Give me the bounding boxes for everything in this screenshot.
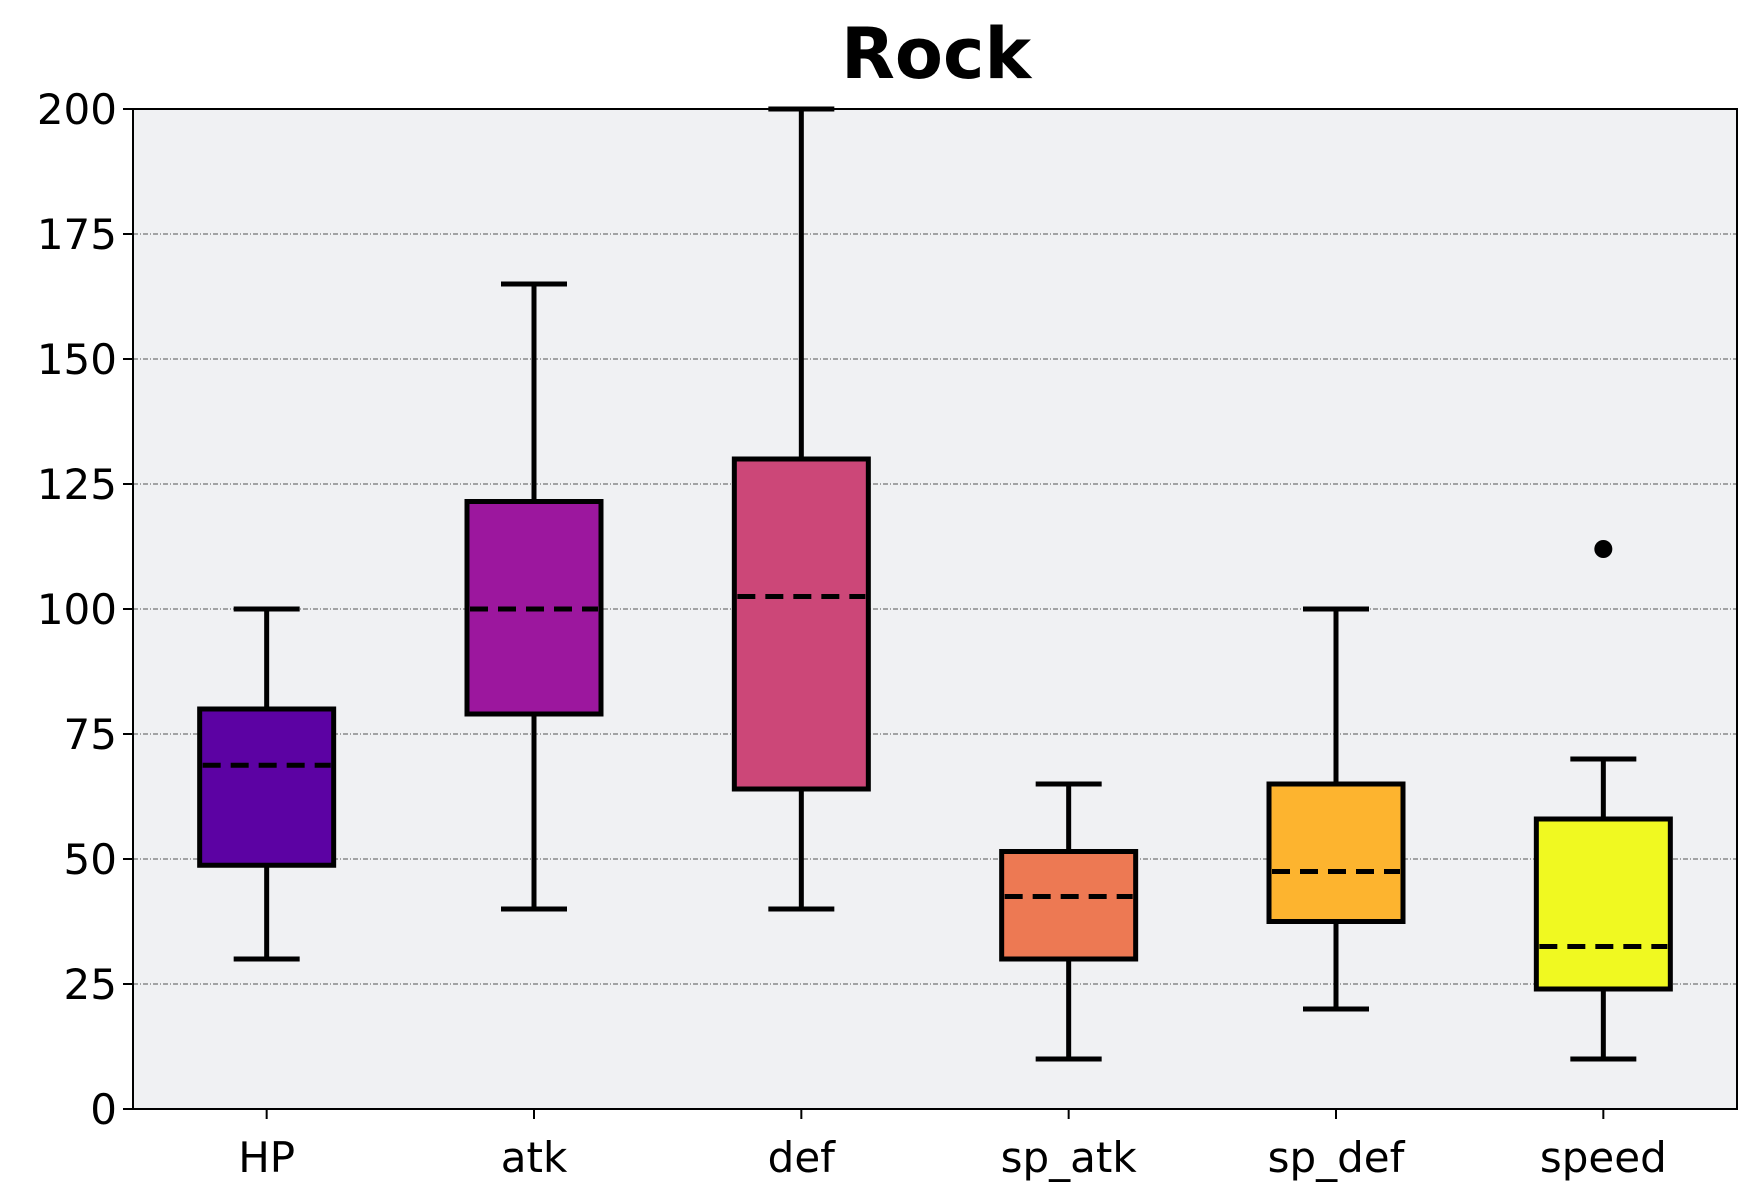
outlier-point-speed (1594, 540, 1613, 558)
y-tick-label: 50 (64, 835, 117, 884)
y-tick-label: 150 (37, 335, 117, 384)
y-tick-label: 0 (90, 1085, 117, 1134)
x-tick-label: sp_def (1268, 1133, 1406, 1182)
box-sp-atk (999, 849, 1139, 962)
chart-title: Rock (841, 13, 1032, 95)
box-speed (1533, 816, 1673, 992)
y-tick-label: 75 (64, 710, 117, 759)
y-tick-label: 200 (37, 85, 117, 134)
y-tick-label: 125 (37, 460, 117, 509)
x-tick-label: sp_atk (1001, 1133, 1138, 1182)
x-tick-label: atk (501, 1133, 568, 1182)
box-def (731, 456, 871, 792)
y-tick-label: 175 (37, 210, 117, 259)
box-HP (197, 706, 337, 868)
box-sp-def (1266, 781, 1406, 924)
x-tick-label: HP (238, 1133, 295, 1182)
y-tick-label: 100 (37, 585, 117, 634)
x-tick-label: def (768, 1133, 837, 1182)
x-tick-label: speed (1540, 1133, 1667, 1182)
y-tick-label: 25 (64, 960, 117, 1009)
